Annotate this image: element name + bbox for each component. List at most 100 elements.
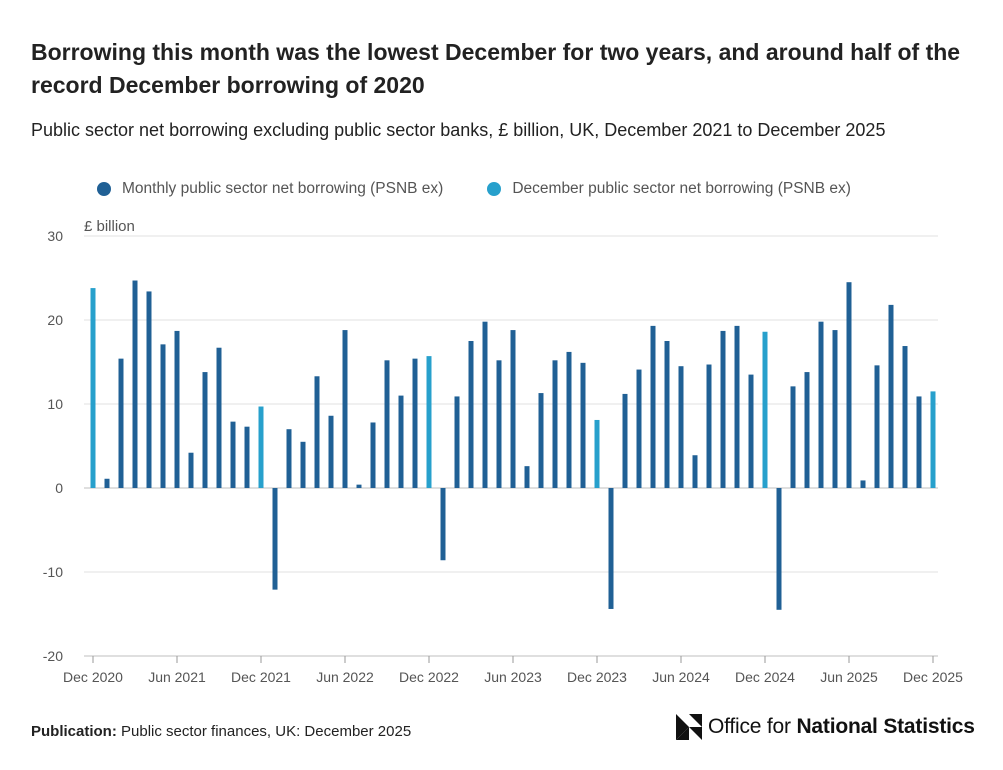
bar-december[interactable] xyxy=(426,356,432,488)
bar-monthly[interactable] xyxy=(412,358,418,488)
bar-december[interactable] xyxy=(258,406,264,488)
bar-monthly[interactable] xyxy=(524,466,530,488)
bar-monthly[interactable] xyxy=(790,386,796,488)
x-tick-label: Jun 2022 xyxy=(316,669,374,685)
x-tick-label: Dec 2020 xyxy=(63,669,123,685)
y-tick-label: 0 xyxy=(55,480,63,496)
bar-monthly[interactable] xyxy=(356,484,362,488)
bar-monthly[interactable] xyxy=(482,321,488,488)
publication-footer: Publication: Public sector finances, UK:… xyxy=(31,723,411,740)
bar-monthly[interactable] xyxy=(188,452,194,488)
bar-monthly[interactable] xyxy=(636,369,642,488)
ons-logo-text: Office for National Statistics xyxy=(708,715,975,739)
bar-monthly[interactable] xyxy=(566,351,572,488)
y-axis-label: £ billion xyxy=(84,218,135,235)
bar-monthly[interactable] xyxy=(440,488,446,561)
bar-chart: 30 20 10 0 -10 -20 Dec 2020 Jun 2021 Dec 2021 Ju… xyxy=(43,218,963,685)
bar-monthly[interactable] xyxy=(552,360,558,488)
publication-link[interactable]: Public sector finances, UK: December 202… xyxy=(121,723,412,740)
legend-item-december[interactable]: December public sector net borrowing (PS… xyxy=(487,180,851,198)
bar-monthly[interactable] xyxy=(300,441,306,488)
bar-monthly[interactable] xyxy=(818,321,824,488)
legend-item-monthly[interactable]: Monthly public sector net borrowing (PSN… xyxy=(97,180,443,198)
x-tick-label: Dec 2025 xyxy=(903,669,963,685)
x-tick-label: Dec 2022 xyxy=(399,669,459,685)
x-tick-label: Jun 2023 xyxy=(484,669,542,685)
bar-monthly[interactable] xyxy=(776,488,782,610)
bar-monthly[interactable] xyxy=(902,346,908,488)
bar-monthly[interactable] xyxy=(174,330,180,488)
x-tick-label: Dec 2024 xyxy=(735,669,795,685)
bar-monthly[interactable] xyxy=(314,376,320,488)
x-tick-label: Dec 2021 xyxy=(231,669,291,685)
bar-monthly[interactable] xyxy=(804,372,810,488)
x-tick-label: Jun 2024 xyxy=(652,669,710,685)
x-axis: Dec 2020 Jun 2021 Dec 2021 Jun 2022 Dec 2022… xyxy=(63,655,963,685)
bar-monthly[interactable] xyxy=(202,372,208,488)
x-tick-label: Jun 2021 xyxy=(148,669,206,685)
bar-december[interactable] xyxy=(762,331,768,488)
bar-monthly[interactable] xyxy=(860,480,866,488)
bar-december[interactable] xyxy=(90,288,96,488)
ons-logo-text-part1: Office for xyxy=(708,715,797,738)
bar-monthly[interactable] xyxy=(692,455,698,488)
bar-december[interactable] xyxy=(594,419,600,488)
bar-monthly[interactable] xyxy=(216,347,222,488)
bar-monthly[interactable] xyxy=(454,396,460,488)
bar-monthly[interactable] xyxy=(342,330,348,488)
chart-title: Borrowing this month was the lowest Dece… xyxy=(31,39,961,98)
bar-monthly[interactable] xyxy=(832,330,838,488)
legend-swatch-monthly xyxy=(97,182,111,196)
ons-logo-icon xyxy=(676,714,702,740)
legend-swatch-december xyxy=(487,182,502,196)
bar-monthly[interactable] xyxy=(468,341,474,488)
legend: Monthly public sector net borrowing (PSN… xyxy=(97,180,895,198)
bar-monthly[interactable] xyxy=(384,360,390,488)
bar-monthly[interactable] xyxy=(706,364,712,488)
bar-monthly[interactable] xyxy=(874,365,880,488)
bar-monthly[interactable] xyxy=(244,426,250,488)
bar-monthly[interactable] xyxy=(734,325,740,488)
bar-monthly[interactable] xyxy=(580,362,586,488)
bar-monthly[interactable] xyxy=(118,358,124,488)
legend-label-monthly: Monthly public sector net borrowing (PSN… xyxy=(122,180,444,197)
bar-monthly[interactable] xyxy=(622,393,628,488)
bar-monthly[interactable] xyxy=(916,396,922,488)
y-axis-ticks: 30 20 10 0 -10 -20 xyxy=(43,228,63,664)
bar-monthly[interactable] xyxy=(846,282,852,488)
bar-december[interactable] xyxy=(930,391,936,488)
y-tick-label: 30 xyxy=(47,228,63,244)
bar-monthly[interactable] xyxy=(230,421,236,488)
x-tick-label: Dec 2023 xyxy=(567,669,627,685)
bar-monthly[interactable] xyxy=(132,280,138,488)
bar-monthly[interactable] xyxy=(272,488,278,590)
bar-monthly[interactable] xyxy=(370,422,376,488)
ons-logo[interactable]: Office for National Statistics xyxy=(676,714,975,740)
bar-monthly[interactable] xyxy=(720,330,726,488)
bar-monthly[interactable] xyxy=(510,330,516,488)
bar-monthly[interactable] xyxy=(650,325,656,488)
ons-logo-text-part2: National Statistics xyxy=(796,715,975,738)
y-tick-label: 10 xyxy=(47,396,63,412)
bar-monthly[interactable] xyxy=(538,393,544,488)
x-tick-label: Jun 2025 xyxy=(820,669,878,685)
bars xyxy=(90,280,936,610)
bar-monthly[interactable] xyxy=(748,374,754,488)
y-tick-label: 20 xyxy=(47,312,63,328)
bar-monthly[interactable] xyxy=(328,415,334,488)
bar-monthly[interactable] xyxy=(286,429,292,488)
bar-monthly[interactable] xyxy=(104,478,110,488)
publication-label: Publication: xyxy=(31,723,117,740)
y-tick-label: -10 xyxy=(43,564,63,580)
bar-monthly[interactable] xyxy=(888,304,894,488)
bar-monthly[interactable] xyxy=(146,291,152,488)
bar-monthly[interactable] xyxy=(664,341,670,488)
bar-monthly[interactable] xyxy=(160,344,166,488)
bar-monthly[interactable] xyxy=(608,488,614,609)
chart-subtitle: Public sector net borrowing excluding pu… xyxy=(31,120,886,140)
bar-monthly[interactable] xyxy=(678,366,684,488)
bar-monthly[interactable] xyxy=(398,395,404,488)
legend-label-december: December public sector net borrowing (PS… xyxy=(512,180,851,197)
bar-monthly[interactable] xyxy=(496,360,502,488)
y-tick-label: -20 xyxy=(43,648,63,664)
